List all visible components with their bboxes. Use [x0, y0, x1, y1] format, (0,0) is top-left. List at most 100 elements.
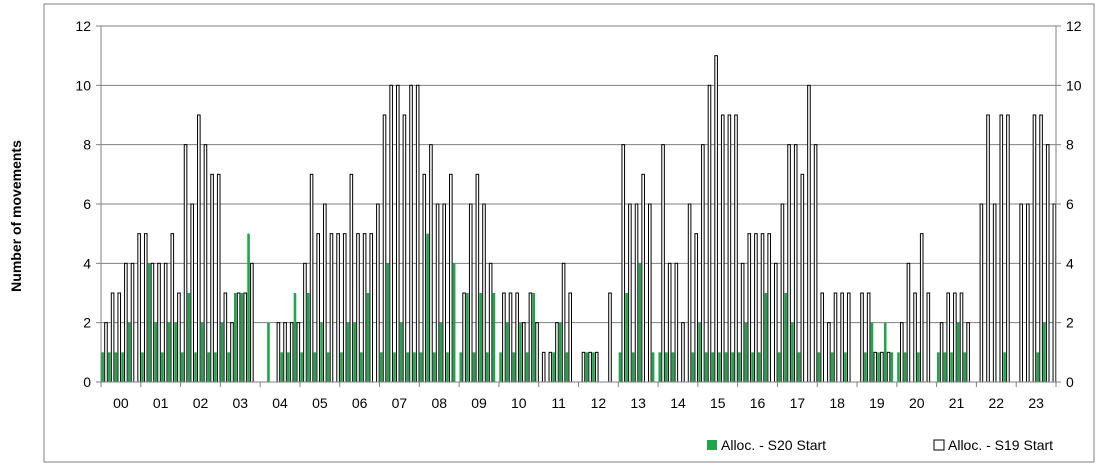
- bar-s19: [667, 262, 672, 383]
- bar-s20: [326, 352, 330, 382]
- bar-s19: [641, 173, 645, 383]
- x-tick-label: 05: [312, 395, 328, 411]
- bar-s19: [860, 292, 864, 383]
- bar-s19: [137, 233, 141, 383]
- bar-s20: [525, 352, 529, 382]
- bar-s19: [628, 203, 632, 383]
- bar-s20: [486, 352, 489, 382]
- bar-s19: [594, 351, 599, 383]
- bar-s19: [913, 292, 917, 383]
- bar-s20: [956, 322, 960, 382]
- bar-s19: [223, 292, 228, 383]
- bar-s19: [734, 114, 738, 383]
- bar-s19: [919, 233, 924, 383]
- x-tick-label: 18: [829, 395, 845, 411]
- bar-s19: [939, 322, 944, 383]
- bar-s19: [342, 233, 347, 383]
- y-axis-label: Number of movements: [8, 140, 24, 292]
- bar-s19: [986, 114, 990, 383]
- bar-s20: [240, 293, 244, 382]
- bar-s20: [167, 322, 171, 382]
- bar-s20: [704, 352, 708, 382]
- bar-s19: [820, 292, 825, 383]
- y2-tick-label: 12: [1066, 18, 1082, 34]
- bar-s20: [379, 352, 383, 382]
- bar-s19: [183, 144, 188, 383]
- bar-s20: [360, 352, 363, 382]
- bar-s20: [870, 322, 874, 382]
- bar-s19: [362, 233, 367, 383]
- bar-s19: [634, 203, 639, 383]
- x-tick-label: 10: [511, 395, 527, 411]
- bar-s19: [104, 322, 108, 383]
- bar-s19: [349, 173, 354, 383]
- bar-s19: [827, 322, 831, 383]
- bar-s19: [336, 233, 340, 383]
- bar-s19: [462, 292, 466, 383]
- y2-tick-label: 6: [1066, 196, 1074, 212]
- bar-s20: [558, 322, 562, 382]
- bar-s20: [353, 322, 356, 382]
- bar-s19: [475, 173, 480, 383]
- bar-s19: [521, 322, 526, 383]
- bar-s20: [532, 293, 536, 382]
- bar-s20: [472, 352, 476, 382]
- gridlines: [101, 25, 1056, 324]
- bar-s20: [744, 322, 748, 382]
- bar-s19: [216, 173, 221, 383]
- x-tick-label: 02: [193, 395, 209, 411]
- legend: Alloc. - S20 Start Alloc. - S19 Start: [707, 437, 1053, 453]
- axes-layer: [96, 25, 1061, 387]
- y-tick-label: 6: [83, 196, 91, 212]
- bar-s19: [488, 262, 493, 383]
- bar-s20: [791, 322, 794, 382]
- bar-s19: [303, 262, 307, 383]
- bar-s20: [592, 352, 595, 382]
- bar-s20: [505, 322, 509, 382]
- bar-s20: [638, 263, 642, 382]
- bar-s19: [210, 173, 214, 383]
- bar-s20: [187, 293, 191, 382]
- bar-s19: [621, 144, 626, 383]
- bar-s20: [426, 233, 429, 382]
- bar-s20: [393, 352, 396, 382]
- x-tick-label: 20: [909, 395, 925, 411]
- bar-s20: [107, 352, 111, 382]
- bar-s20: [280, 352, 284, 382]
- bar-s20: [346, 322, 350, 382]
- x-category-ticks: 00 01 02 03 04 05 06 07 08 09 10 11 12 13 14 15 16 17 18 19…: [113, 395, 1044, 411]
- left-y-ticks: 0 2 4 6 8 10 12: [75, 18, 91, 390]
- x-tick-label: 17: [790, 395, 806, 411]
- bar-s20: [207, 352, 211, 382]
- bar-s19: [926, 292, 931, 383]
- x-tick-label: 08: [431, 395, 447, 411]
- bar-s20: [340, 352, 343, 382]
- bar-s20: [751, 352, 754, 382]
- bar-s19: [588, 351, 592, 383]
- bar-s19: [886, 351, 891, 383]
- bar-s19: [555, 322, 559, 383]
- x-tick-label: 03: [232, 395, 248, 411]
- bar-s19: [376, 203, 380, 383]
- bar-s19: [707, 84, 712, 383]
- bar-s19: [130, 262, 135, 383]
- bar-s20: [399, 322, 403, 382]
- bar-s19: [1039, 114, 1043, 383]
- x-tick-label: 21: [949, 395, 965, 411]
- bar-s19: [906, 262, 911, 383]
- bar-s19: [356, 233, 360, 383]
- y-tick-label: 0: [83, 374, 91, 390]
- x-tick-label: 15: [710, 395, 726, 411]
- bar-s20: [718, 352, 721, 382]
- bar-s19: [508, 292, 513, 383]
- y2-tick-label: 2: [1066, 315, 1074, 331]
- bar-s20: [432, 352, 436, 382]
- bar-s20: [724, 352, 728, 382]
- bar-s19: [276, 322, 281, 383]
- bar-s19: [250, 262, 254, 383]
- bar-s20: [220, 322, 224, 382]
- bar-s20: [174, 322, 177, 382]
- bar-s19: [442, 203, 446, 383]
- bar-s20: [797, 352, 801, 382]
- bar-s19: [535, 322, 539, 383]
